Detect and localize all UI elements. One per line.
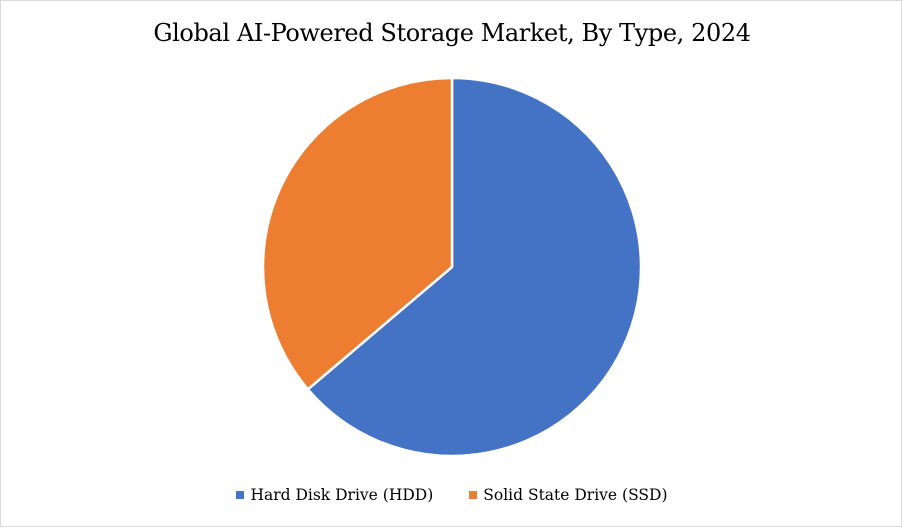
legend-swatch-hdd (236, 491, 245, 499)
legend-label-ssd: Solid State Drive (SSD) (483, 486, 668, 504)
chart-title: Global AI-Powered Storage Market, By Typ… (153, 19, 751, 47)
pie-slice-hdd (306, 76, 643, 458)
pie-slice-ssd (261, 76, 454, 391)
legend-item-ssd: Solid State Drive (SSD) (469, 486, 668, 504)
legend: Hard Disk Drive (HDD) Solid State Drive … (1, 486, 902, 504)
legend-swatch-ssd (469, 491, 478, 499)
pie-slices (261, 76, 643, 458)
legend-label-hdd: Hard Disk Drive (HDD) (250, 486, 434, 504)
legend-item-hdd: Hard Disk Drive (HDD) (236, 486, 433, 504)
